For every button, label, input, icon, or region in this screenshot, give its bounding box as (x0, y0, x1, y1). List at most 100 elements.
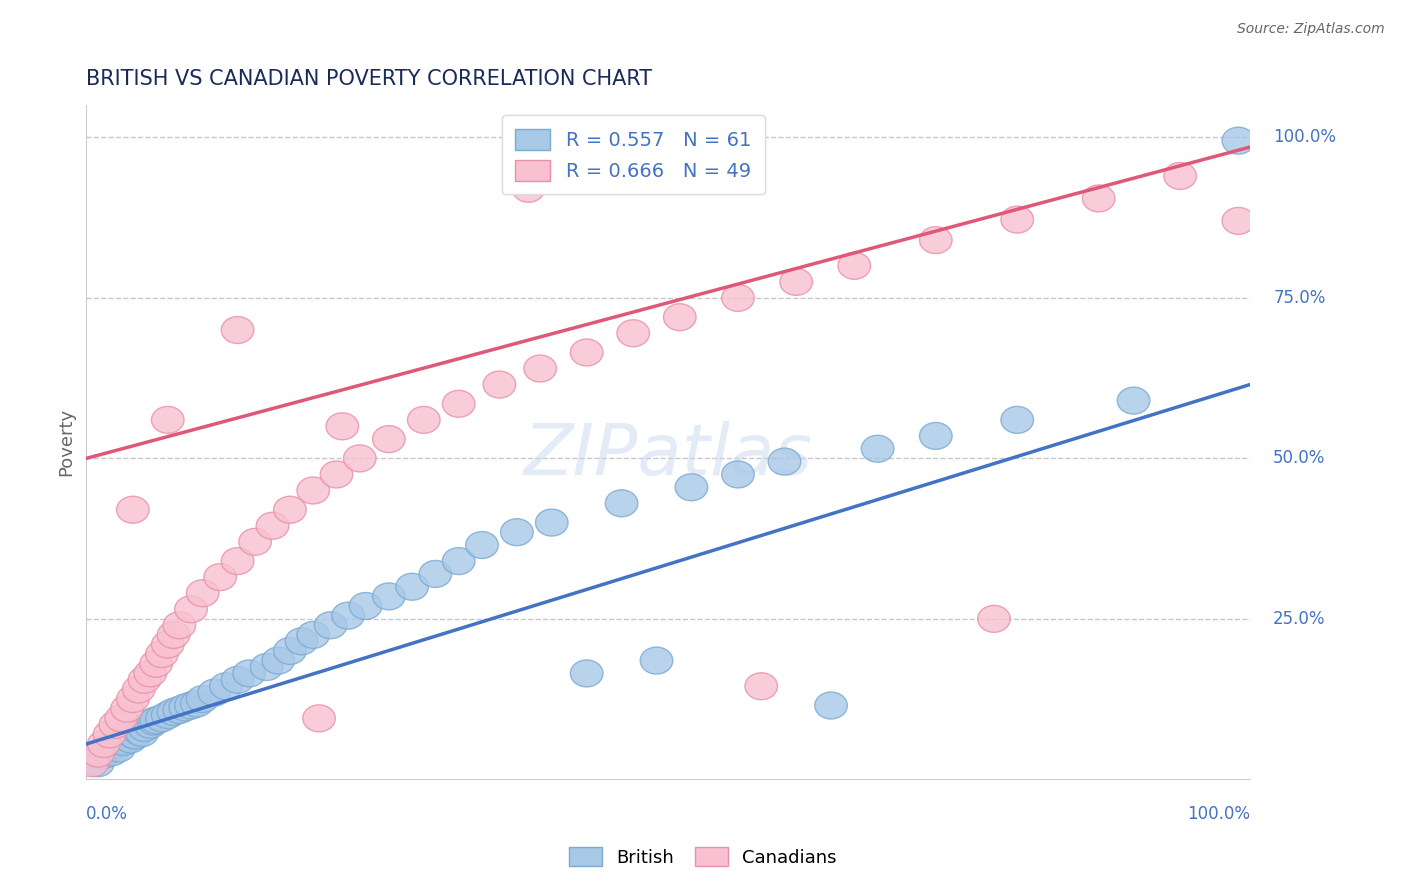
Ellipse shape (1222, 208, 1254, 235)
Ellipse shape (1001, 206, 1033, 233)
Ellipse shape (465, 532, 498, 558)
Ellipse shape (332, 602, 364, 629)
Text: 0.0%: 0.0% (86, 805, 128, 823)
Ellipse shape (198, 679, 231, 706)
Ellipse shape (134, 660, 166, 687)
Ellipse shape (419, 560, 451, 588)
Text: BRITISH VS CANADIAN POVERTY CORRELATION CHART: BRITISH VS CANADIAN POVERTY CORRELATION … (86, 69, 652, 88)
Ellipse shape (297, 477, 329, 504)
Ellipse shape (1001, 407, 1033, 434)
Ellipse shape (501, 519, 533, 546)
Ellipse shape (606, 490, 638, 516)
Ellipse shape (169, 694, 201, 721)
Ellipse shape (1164, 162, 1197, 189)
Ellipse shape (321, 461, 353, 488)
Ellipse shape (174, 692, 207, 719)
Ellipse shape (262, 647, 295, 674)
Ellipse shape (274, 496, 307, 524)
Ellipse shape (664, 303, 696, 331)
Ellipse shape (780, 268, 813, 295)
Ellipse shape (120, 723, 152, 749)
Ellipse shape (152, 631, 184, 658)
Ellipse shape (79, 743, 112, 771)
Ellipse shape (920, 227, 952, 253)
Text: 25.0%: 25.0% (1274, 610, 1326, 628)
Text: 100.0%: 100.0% (1187, 805, 1250, 823)
Ellipse shape (122, 676, 155, 703)
Ellipse shape (157, 698, 190, 725)
Ellipse shape (128, 666, 160, 693)
Ellipse shape (221, 548, 254, 574)
Ellipse shape (721, 285, 754, 311)
Ellipse shape (122, 718, 155, 745)
Ellipse shape (838, 252, 870, 279)
Ellipse shape (536, 509, 568, 536)
Ellipse shape (163, 612, 195, 639)
Ellipse shape (111, 695, 143, 723)
Ellipse shape (745, 673, 778, 699)
Ellipse shape (128, 714, 160, 741)
Ellipse shape (443, 548, 475, 574)
Ellipse shape (157, 622, 190, 648)
Ellipse shape (233, 660, 266, 687)
Ellipse shape (443, 391, 475, 417)
Ellipse shape (297, 622, 329, 648)
Ellipse shape (640, 647, 673, 674)
Ellipse shape (274, 638, 307, 665)
Ellipse shape (82, 750, 114, 777)
Ellipse shape (326, 413, 359, 440)
Text: 50.0%: 50.0% (1274, 450, 1326, 467)
Ellipse shape (105, 705, 138, 731)
Ellipse shape (1083, 185, 1115, 212)
Ellipse shape (721, 461, 754, 488)
Ellipse shape (117, 721, 149, 747)
Ellipse shape (315, 612, 347, 639)
Ellipse shape (814, 692, 848, 719)
Ellipse shape (285, 628, 318, 655)
Ellipse shape (920, 423, 952, 450)
Ellipse shape (617, 319, 650, 347)
Ellipse shape (96, 739, 128, 766)
Ellipse shape (484, 371, 516, 398)
Ellipse shape (768, 448, 801, 475)
Ellipse shape (343, 445, 375, 472)
Ellipse shape (524, 355, 557, 382)
Ellipse shape (163, 697, 195, 723)
Ellipse shape (187, 686, 219, 713)
Ellipse shape (977, 606, 1011, 632)
Ellipse shape (512, 176, 544, 202)
Legend: R = 0.557   N = 61, R = 0.666   N = 49: R = 0.557 N = 61, R = 0.666 N = 49 (502, 115, 765, 194)
Ellipse shape (209, 673, 242, 699)
Ellipse shape (87, 731, 120, 757)
Ellipse shape (396, 574, 429, 600)
Ellipse shape (204, 564, 236, 591)
Ellipse shape (98, 731, 132, 757)
Ellipse shape (221, 317, 254, 343)
Ellipse shape (93, 734, 127, 761)
Ellipse shape (250, 654, 283, 681)
Ellipse shape (117, 686, 149, 713)
Ellipse shape (105, 727, 138, 755)
Ellipse shape (139, 706, 173, 734)
Text: Source: ZipAtlas.com: Source: ZipAtlas.com (1237, 22, 1385, 37)
Ellipse shape (87, 741, 120, 768)
Ellipse shape (139, 650, 173, 677)
Ellipse shape (152, 702, 184, 729)
Ellipse shape (98, 711, 132, 739)
Ellipse shape (84, 740, 117, 767)
Ellipse shape (302, 705, 335, 731)
Text: 100.0%: 100.0% (1274, 128, 1336, 146)
Ellipse shape (180, 690, 214, 717)
Ellipse shape (127, 720, 159, 747)
Ellipse shape (82, 740, 114, 767)
Ellipse shape (107, 729, 139, 756)
Ellipse shape (187, 580, 219, 607)
Ellipse shape (111, 724, 143, 751)
Ellipse shape (91, 737, 124, 764)
Ellipse shape (408, 407, 440, 434)
Ellipse shape (1222, 128, 1254, 154)
Ellipse shape (571, 339, 603, 366)
Ellipse shape (146, 705, 179, 731)
Ellipse shape (76, 747, 108, 773)
Ellipse shape (675, 474, 707, 500)
